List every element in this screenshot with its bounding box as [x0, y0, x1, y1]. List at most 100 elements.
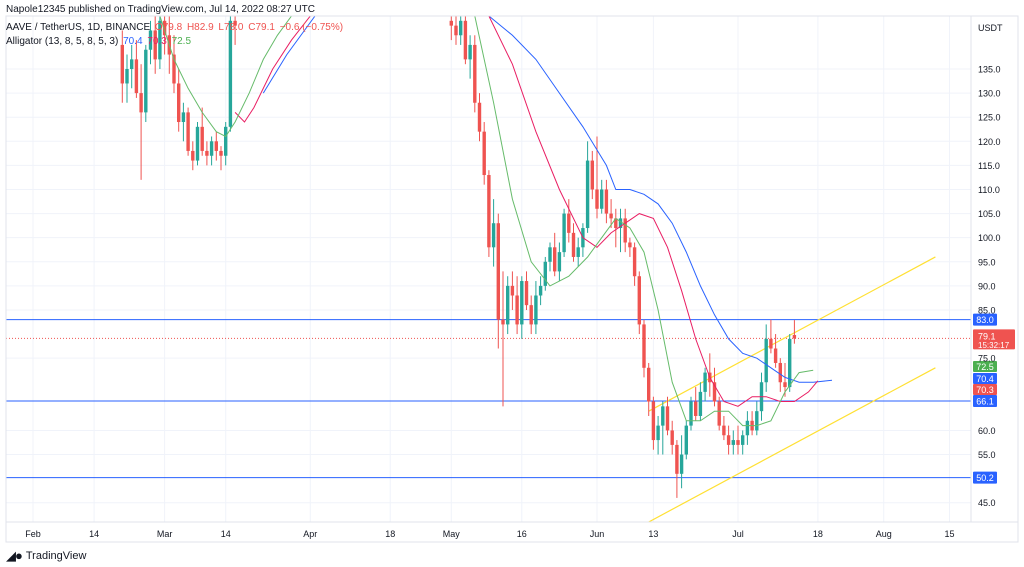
candle-body — [703, 372, 707, 392]
last-price-badge — [973, 329, 1015, 350]
symbol-line: AAVE / TetherUS, 1D, BINANCE O79.8 H82.9… — [6, 22, 343, 33]
last-price-label: 79.1 — [978, 331, 996, 341]
candle-body — [491, 223, 496, 248]
footer-brand: TradingView — [25, 550, 87, 562]
candle-body — [177, 83, 181, 123]
x-tick-label: May — [443, 529, 461, 539]
candle-body — [792, 335, 797, 339]
x-tick-label: 13 — [648, 529, 658, 539]
candle-body — [534, 295, 538, 325]
candle-body — [679, 454, 684, 474]
candle-body — [125, 69, 129, 84]
candle-body — [158, 20, 162, 60]
price-badges: 83.0 66.1 50.2 79.115:32:17 72.5 70.470.3 — [973, 313, 1015, 484]
candle-body — [214, 141, 218, 151]
candle-body — [595, 189, 599, 209]
open-value: O79.8 — [154, 22, 183, 33]
candle-body — [200, 126, 204, 151]
high-value: H82.9 — [186, 22, 214, 33]
candle-body — [477, 102, 482, 132]
countdown-label: 15:32:17 — [978, 341, 1010, 350]
alligator-jaw-badge-label: 70.4 — [976, 374, 994, 384]
candle-body — [482, 131, 486, 176]
candle-body — [553, 247, 557, 272]
y-tick-label: 135.0 — [978, 65, 1001, 75]
candle-body — [618, 218, 623, 229]
candle-body — [609, 213, 613, 219]
publish-line: Napole12345 published on TradingView.com… — [6, 4, 315, 15]
candle-body — [571, 232, 576, 257]
candle-body — [557, 252, 562, 272]
candle-body — [736, 440, 740, 445]
indicator-name[interactable]: Alligator (13, 8, 5, 8, 5, 3) — [6, 36, 119, 47]
axes — [5, 15, 1019, 543]
y-tick-label: 75.0 — [978, 354, 996, 364]
grid-lines — [6, 16, 971, 522]
candle-body — [590, 160, 594, 190]
candle-body — [233, 20, 237, 26]
currency-label: USDT — [978, 23, 1003, 33]
candle-body — [515, 295, 519, 325]
y-tick-label: 60.0 — [978, 426, 996, 436]
x-tick-label: 18 — [813, 529, 823, 539]
candle-body — [755, 411, 759, 431]
candle-body — [449, 20, 453, 26]
alligator-jaw-badge — [973, 373, 997, 384]
candle-body — [717, 401, 721, 426]
candle-body — [130, 59, 134, 70]
candle-body — [647, 367, 651, 402]
candle-body — [567, 213, 571, 233]
candle-body — [731, 440, 735, 445]
alligator-indicator — [159, 16, 833, 427]
candle-body — [506, 285, 510, 325]
candle-body — [604, 189, 609, 214]
alligator-teeth-badge-label: 70.3 — [976, 385, 994, 395]
change-value: −0.6 (−0.75%) — [279, 22, 344, 33]
candle-body — [642, 324, 646, 368]
y-tick-label: 105.0 — [978, 209, 1001, 219]
candle-body — [454, 25, 458, 36]
candle-body — [195, 126, 200, 161]
time-axis[interactable]: Feb 14 Mar 14 Apr 18 May 16 Jun 13 Jul 18 Aug 15 — [25, 529, 954, 539]
hline-badge — [973, 313, 997, 326]
tradingview-footer[interactable]: ◢● TradingView — [6, 548, 86, 564]
candle-body — [651, 401, 656, 441]
alligator-lips-badge-label: 72.5 — [976, 362, 994, 372]
y-tick-label: 130.0 — [978, 89, 1001, 99]
candle-body — [186, 112, 190, 151]
candle-body — [726, 435, 731, 445]
candle-body — [191, 150, 195, 161]
channel-lower-line — [648, 367, 936, 522]
hline-badge — [973, 395, 997, 408]
x-tick-label: Jun — [590, 529, 605, 539]
hline-badge-label: 83.0 — [976, 315, 994, 325]
candle-body — [120, 44, 124, 84]
candle-body — [520, 281, 524, 325]
candle-body — [172, 54, 176, 84]
candle-body — [722, 425, 726, 436]
candle-body — [181, 112, 186, 123]
candle-body — [487, 175, 491, 248]
candle-body — [548, 247, 552, 262]
candle-body — [689, 401, 693, 426]
candle-body — [224, 126, 228, 156]
candle-body — [524, 281, 529, 306]
candle-body — [745, 420, 750, 436]
y-tick-label: 90.0 — [978, 281, 996, 291]
indicator-line: Alligator (13, 8, 5, 8, 5, 3) 70.4 70.3 … — [6, 36, 191, 47]
candle-body — [741, 435, 745, 445]
low-value: L78.0 — [218, 22, 244, 33]
candle-body — [632, 247, 637, 277]
price-axis[interactable]: 135.0 130.0 125.0 120.0 115.0 110.0 105.0 100.0… — [978, 65, 1001, 509]
symbol-name[interactable]: AAVE / TetherUS, 1D, BINANCE — [6, 22, 151, 33]
hline-badge-label: 66.1 — [976, 397, 994, 407]
candle-body — [600, 189, 604, 209]
candle-body — [623, 218, 627, 243]
candle-body — [661, 406, 665, 426]
x-tick-label: Jul — [732, 529, 744, 539]
candle-body — [764, 338, 768, 383]
tradingview-logo-icon: ◢● — [6, 548, 23, 563]
hline-badge — [973, 471, 997, 484]
candle-body — [529, 305, 533, 325]
